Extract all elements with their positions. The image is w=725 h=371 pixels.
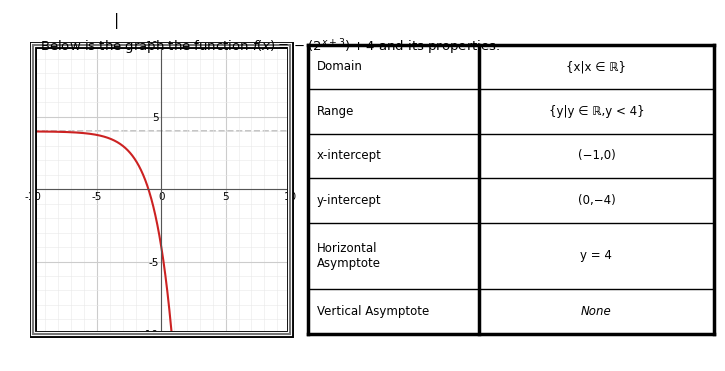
Text: (0,−4): (0,−4) xyxy=(578,194,616,207)
Bar xyxy=(33,45,290,334)
Text: |: | xyxy=(112,13,122,29)
Text: Below is the graph the function $f(x) = -(2^{x+3}) + 4$ and its properties.: Below is the graph the function $f(x) = … xyxy=(40,37,500,57)
Text: Horizontal
Asymptote: Horizontal Asymptote xyxy=(317,242,381,270)
Text: {y|y ∈ ℝ,y < 4}: {y|y ∈ ℝ,y < 4} xyxy=(549,105,645,118)
Text: {x|x ∈ ℝ}: {x|x ∈ ℝ} xyxy=(566,60,626,73)
Text: y = 4: y = 4 xyxy=(581,249,613,263)
Text: None: None xyxy=(581,305,612,318)
Text: Domain: Domain xyxy=(317,60,362,73)
Bar xyxy=(33,45,290,334)
Bar xyxy=(33,45,290,334)
Text: x-intercept: x-intercept xyxy=(317,149,381,162)
Text: (−1,0): (−1,0) xyxy=(578,149,616,162)
Text: y-intercept: y-intercept xyxy=(317,194,381,207)
Text: Vertical Asymptote: Vertical Asymptote xyxy=(317,305,429,318)
Text: Range: Range xyxy=(317,105,355,118)
